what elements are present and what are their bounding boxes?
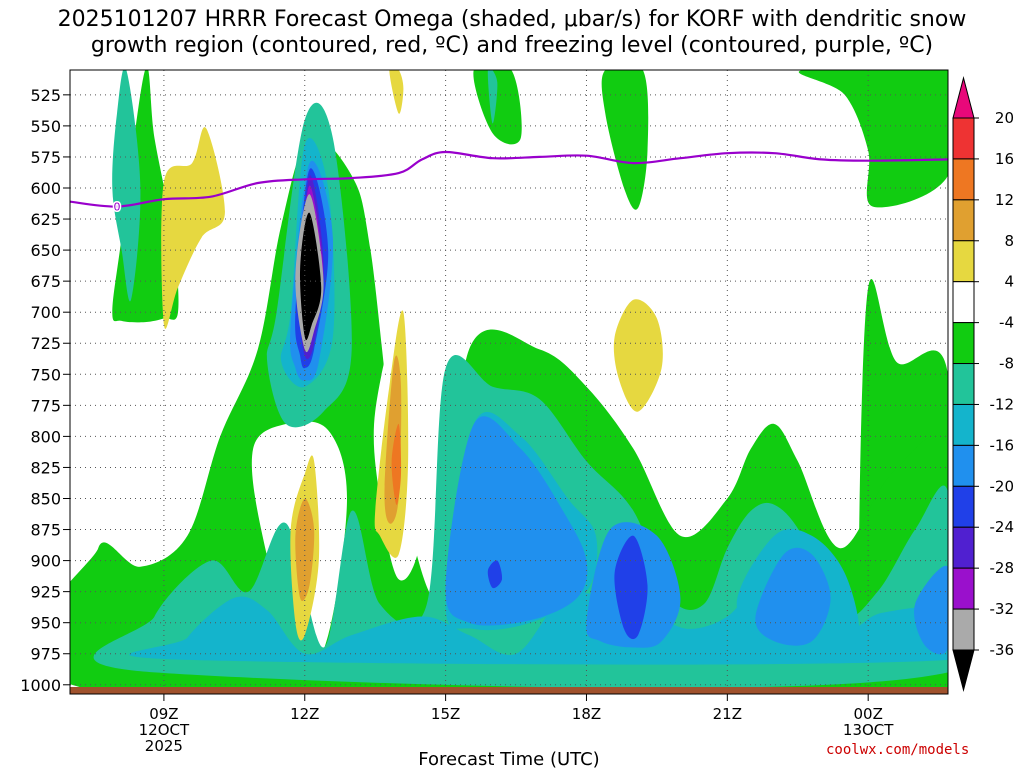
region-blue-edge-right [914,565,948,655]
colorbar-bin [952,322,975,365]
y-tick-label: 825 [30,458,61,477]
region-royal-blob-16z [487,560,503,589]
region-teal-core-left [112,70,141,302]
y-tick-label: 875 [30,521,61,540]
region-cyan-low-band [129,576,948,665]
colorbar-label: -24 [990,518,1015,536]
omega-shading [70,70,948,691]
ground-strip [70,687,948,694]
y-tick-label: 800 [30,427,61,446]
x-tick-label: 09Z [149,705,178,723]
colorbar-label: 16 [995,150,1014,168]
chart-title-line2: growth region (contoured, red, ºC) and f… [90,33,934,58]
plot-frame [69,69,949,695]
y-tick-label: 1000 [20,676,61,695]
grid-lines [70,70,948,691]
y-tick-label: 900 [30,552,61,571]
y-tick-label: 525 [30,86,61,105]
x-tick-label: 18Z [572,705,601,723]
y-tick-label: 925 [30,583,61,602]
colorbar-label: -36 [990,641,1015,659]
colorbar-bin [952,281,975,324]
x-tick-label: 21Z [713,705,742,723]
x-tick-label: 2025 [145,737,183,755]
y-tick-label: 850 [30,489,61,508]
region-black-core-12z [299,212,322,341]
x-tick-label: 12OCT [139,721,190,739]
colorbar-bin [952,403,975,446]
y-tick-label: 975 [30,645,61,664]
y-tick-label: 950 [30,614,61,633]
region-blue-blob-22z [755,547,831,646]
y-axis: 525 550 575 600 625 650 675 700 725 750 775 800 825 8… [20,86,70,695]
colorbar-label: 8 [1004,232,1014,250]
colorbar-label: -8 [999,355,1014,373]
colorbar-bin [952,363,975,405]
colorbar-bin [952,567,975,610]
region-teal-upper-mid [487,70,498,124]
y-tick-label: 650 [30,241,61,260]
colorbar-label: -32 [990,600,1015,618]
colorbar-bin [952,444,975,487]
y-tick-label: 550 [30,117,61,136]
x-tick-label: 00Z [853,705,882,723]
colorbar-bin [952,158,975,201]
colorbar-bin [952,240,975,283]
region-green-column-19z [601,70,649,210]
colorbar-label: -4 [999,314,1014,332]
freezing-level-line [70,150,948,208]
y-tick-label: 725 [30,334,61,353]
colorbar-label: -20 [990,477,1015,495]
colorbar-label: 20 [995,109,1014,127]
y-tick-label: 625 [30,210,61,229]
colorbar-arrow-bottom [952,649,975,692]
region-orange-12z [295,498,315,602]
colorbar-label: -16 [990,436,1015,454]
chart-title-line1: 2025101207 HRRR Forecast Omega (shaded, … [57,7,967,32]
colorbar-label: -28 [990,559,1015,577]
region-yellow-19z [613,299,663,412]
y-tick-label: 750 [30,365,61,384]
colorbar-bin [952,608,975,651]
region-green-upper-mid [473,70,522,145]
colorbar-bin [952,485,975,528]
colorbar-label: -12 [990,395,1015,413]
colorbar: 20 16 12 8 4 -4 -8 -12 -16 -20 -24 -28 -32 -36 [952,76,1015,692]
colorbar-label: 12 [995,191,1014,209]
region-green-upper-right [799,70,948,208]
region-blue-blob-16z [445,416,588,626]
region-royal-blob-19z [614,535,648,640]
colorbar-label: 4 [1004,273,1014,291]
x-tick-label: 13OCT [843,721,894,739]
x-tick-label: 12Z [290,705,319,723]
credit-link[interactable]: coolwx.com/models [826,742,970,758]
colorbar-arrow-top [952,76,975,119]
y-tick-label: 775 [30,396,61,415]
x-tick-label: 15Z [431,705,460,723]
colorbar-bin [952,526,975,569]
region-darkorange-14z [391,423,402,505]
y-tick-label: 700 [30,303,61,322]
y-tick-label: 575 [30,148,61,167]
freezing-level-label: 0 [113,201,120,214]
region-yellow-upper-09z [161,127,225,329]
y-tick-label: 600 [30,179,61,198]
x-axis-label: Forecast Time (UTC) [418,749,599,768]
colorbar-bin [952,117,975,160]
region-yellow-small-13z [389,70,404,114]
y-tick-label: 675 [30,272,61,291]
colorbar-bin [952,199,975,242]
